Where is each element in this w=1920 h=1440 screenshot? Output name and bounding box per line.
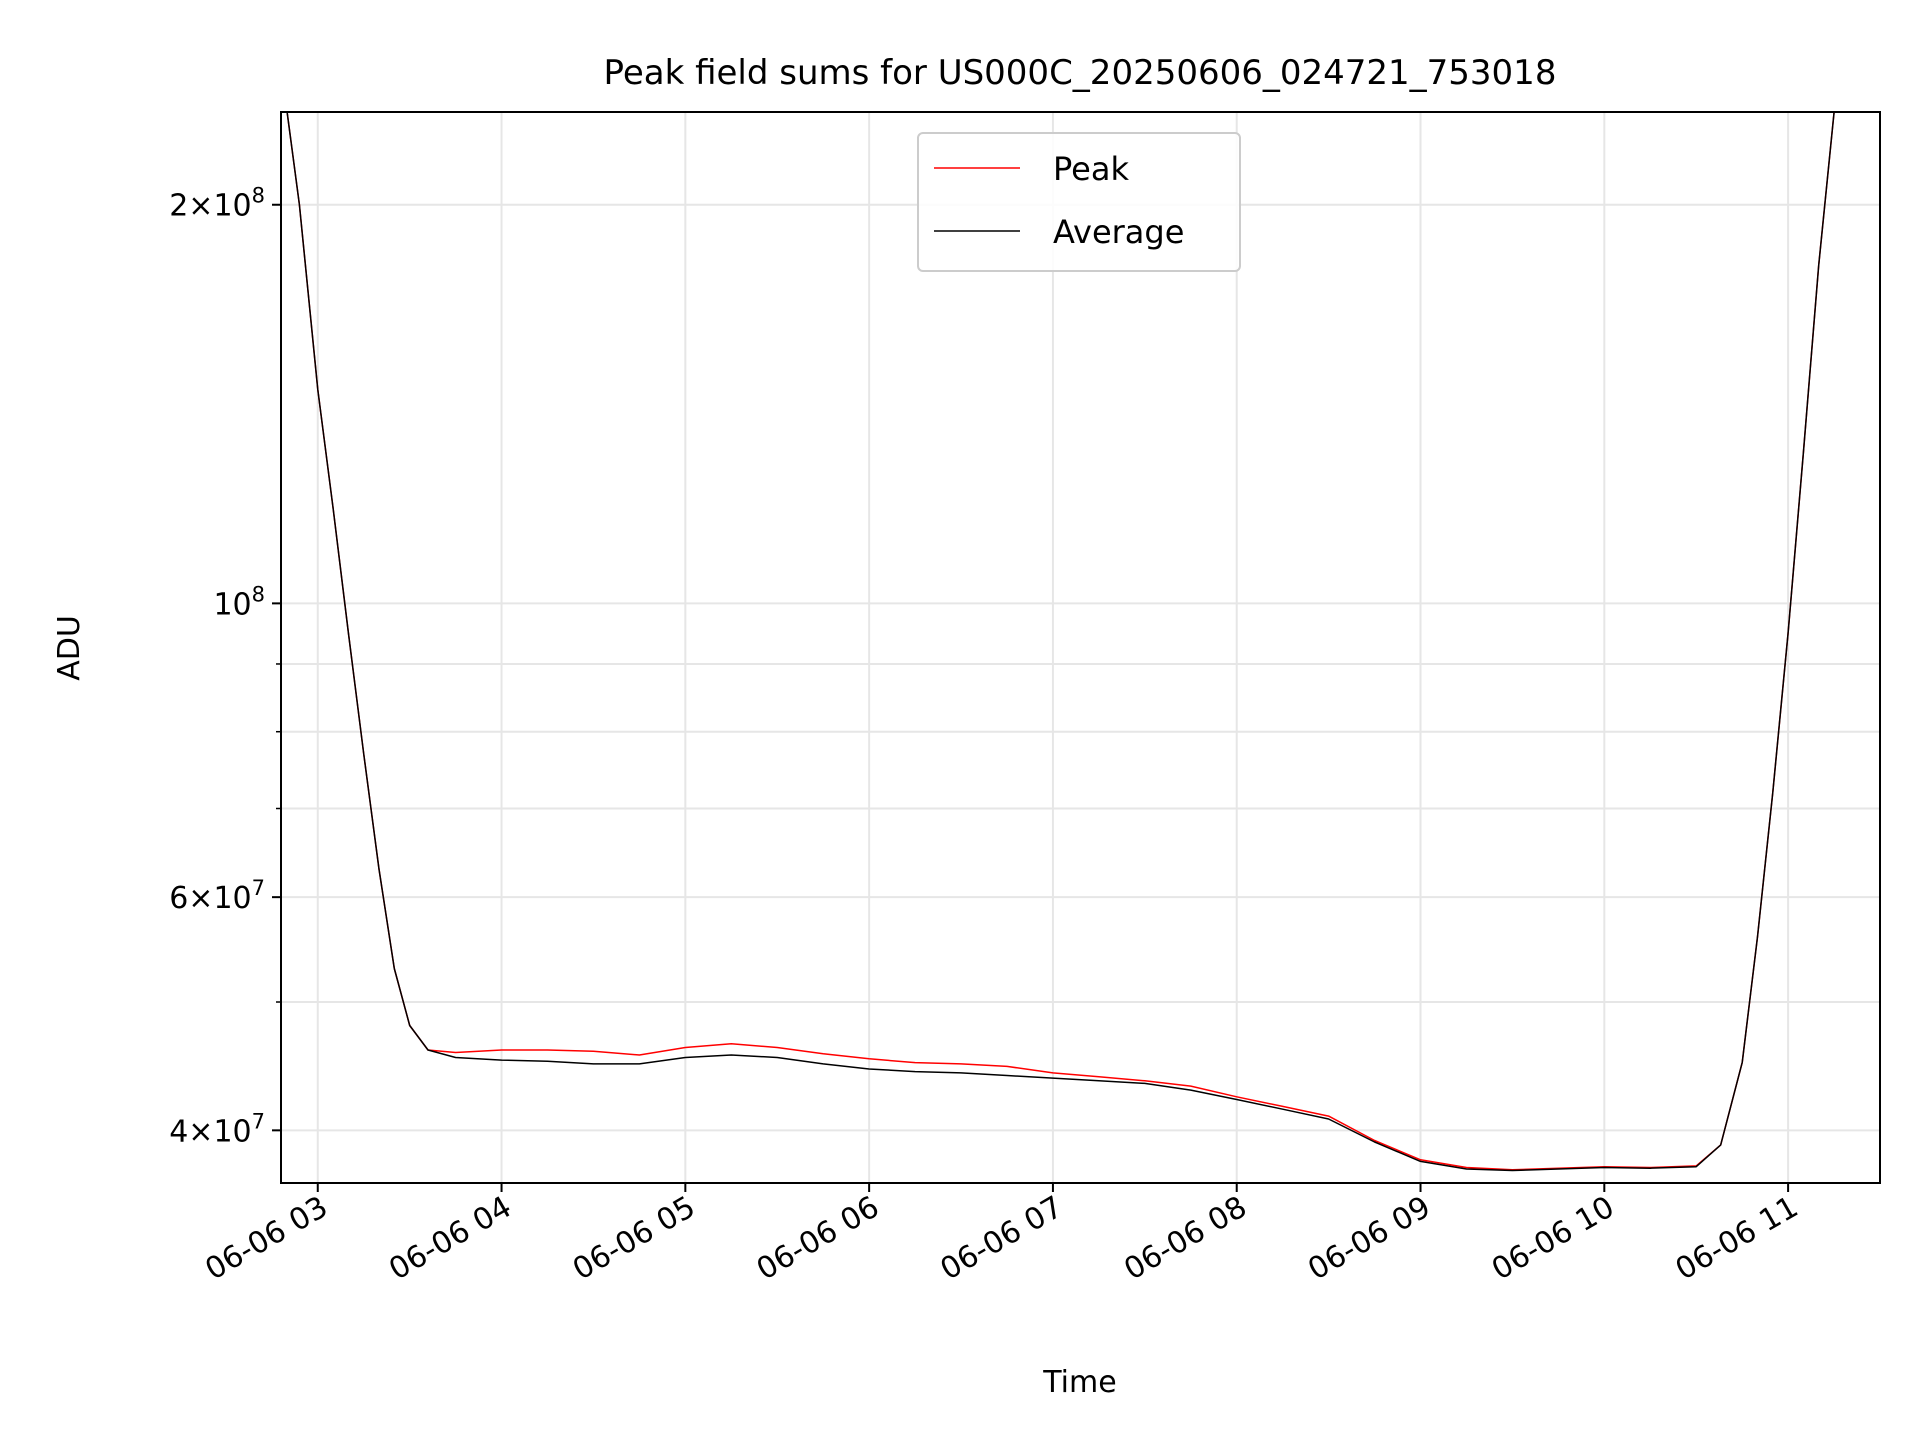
y-tick-label: 4×107	[169, 1109, 265, 1149]
chart-title: Peak field sums for US000C_20250606_0247…	[604, 53, 1557, 93]
legend-label-average: Average	[1053, 213, 1184, 251]
legend-label-peak: Peak	[1053, 150, 1129, 188]
series-layer	[286, 112, 1835, 1172]
plot-frame	[280, 111, 1881, 1184]
y-axis: 4×107 6×107 108 2×108	[169, 184, 281, 1149]
grid	[281, 112, 1880, 1183]
y-tick-label: 2×108	[169, 184, 265, 224]
y-tick-label: 6×107	[169, 876, 265, 916]
y-tick-label: 108	[213, 582, 265, 622]
series-line-average	[286, 112, 1835, 1172]
y-axis-label: ADU	[52, 615, 87, 681]
legend: Peak Average	[917, 132, 1241, 272]
x-axis-label: Time	[1042, 1365, 1116, 1400]
